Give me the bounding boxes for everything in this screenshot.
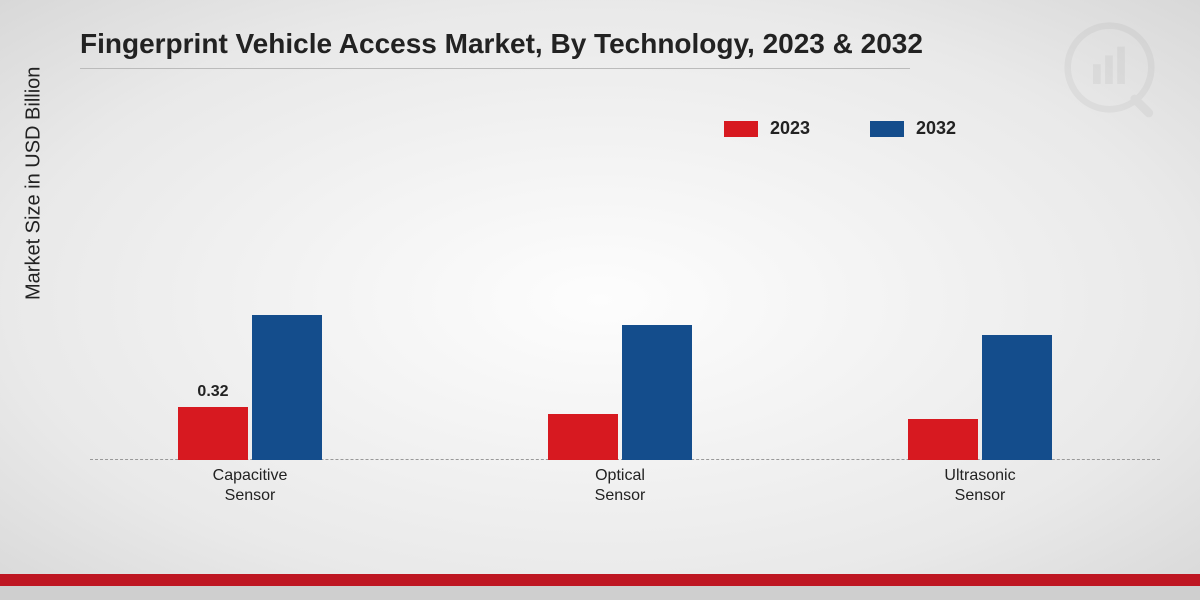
bar-ultrasonic-2032 [982, 335, 1052, 460]
category-label-ultrasonic: Ultrasonic Sensor [944, 466, 1015, 506]
legend-label-2032: 2032 [916, 118, 956, 139]
title-underline [80, 68, 910, 69]
legend-swatch-2032 [870, 121, 904, 137]
bar-optical-2032 [622, 325, 692, 460]
y-axis-label: Market Size in USD Billion [23, 67, 46, 300]
category-labels: Capacitive Sensor Optical Sensor Ultraso… [90, 460, 1160, 520]
bar-group-optical [520, 325, 720, 460]
legend-item-2032: 2032 [870, 118, 956, 139]
footer-grey-bar [0, 586, 1200, 600]
bar-group-capacitive: 0.32 [150, 315, 350, 460]
legend-label-2023: 2023 [770, 118, 810, 139]
legend: 2023 2032 [0, 118, 1200, 139]
chart-container: Fingerprint Vehicle Access Market, By Te… [0, 0, 1200, 600]
bar-optical-2023 [548, 414, 618, 460]
footer-red-bar [0, 574, 1200, 586]
category-label-optical: Optical Sensor [595, 466, 646, 506]
bar-value-label: 0.32 [197, 383, 228, 401]
category-label-capacitive: Capacitive Sensor [213, 466, 288, 506]
watermark-logo-icon [1060, 18, 1170, 128]
bar-capacitive-2023: 0.32 [178, 407, 248, 460]
legend-swatch-2023 [724, 121, 758, 137]
plot-area: 0.32 [90, 160, 1160, 460]
legend-item-2023: 2023 [724, 118, 810, 139]
bar-ultrasonic-2023 [908, 419, 978, 460]
bar-group-ultrasonic [880, 335, 1080, 460]
bar-capacitive-2032 [252, 315, 322, 460]
chart-title: Fingerprint Vehicle Access Market, By Te… [80, 28, 923, 60]
